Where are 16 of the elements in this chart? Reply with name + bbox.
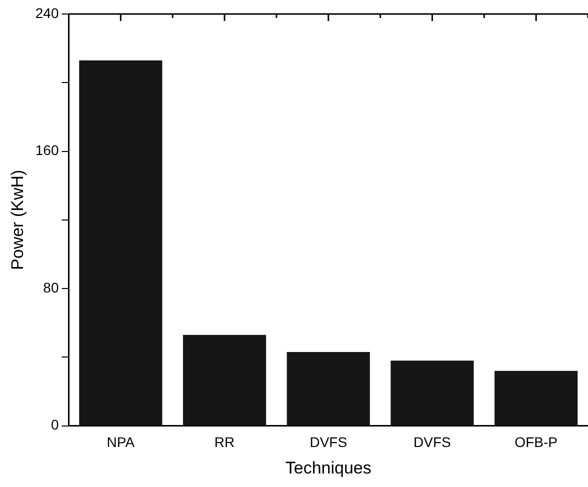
x-tick-label: DVFS: [310, 434, 348, 450]
x-axis-title: Techniques: [285, 458, 372, 478]
x-tick-label: OFB-P: [514, 434, 558, 450]
x-tick-label: RR: [214, 434, 235, 450]
y-tick-label: 0: [50, 416, 59, 433]
bar: [286, 352, 370, 426]
x-tick-label: DVFS: [414, 434, 451, 450]
y-tick-label: 240: [35, 4, 59, 21]
bar: [79, 60, 162, 426]
bar: [182, 334, 266, 426]
x-tick-label: NPA: [106, 434, 136, 450]
y-tick-label: 160: [35, 142, 59, 158]
y-tick-label: 80: [43, 279, 59, 296]
bar: [494, 370, 578, 426]
y-axis-title: Power (KwH): [8, 170, 27, 270]
bar: [390, 360, 474, 426]
